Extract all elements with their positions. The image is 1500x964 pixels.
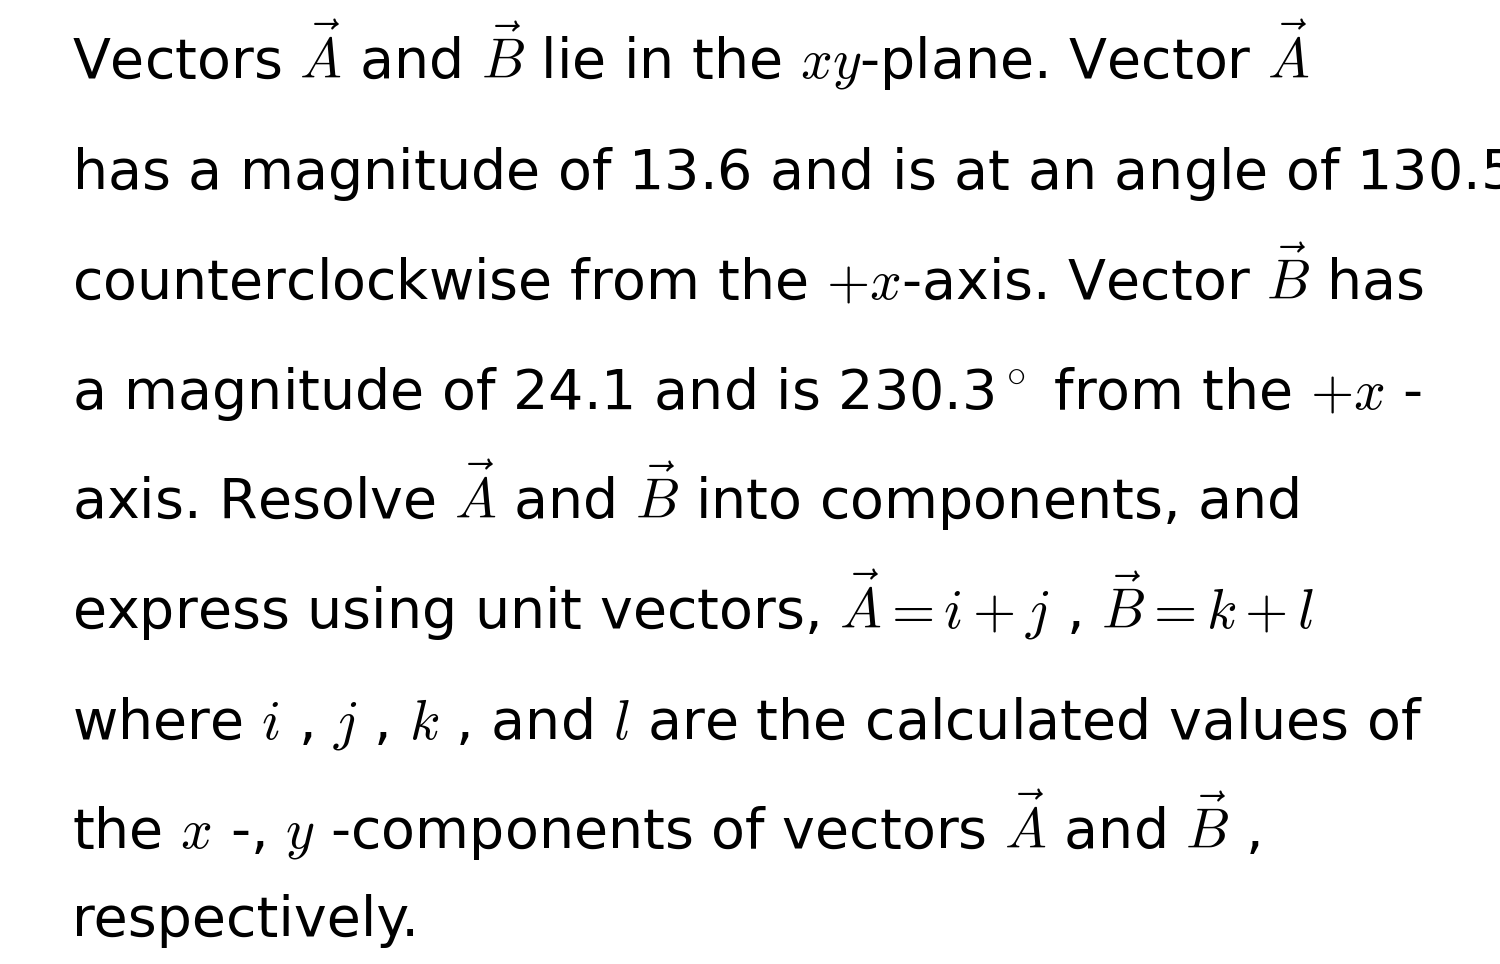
Text: counterclockwise from the $+x$-axis. Vector $\vec{B}$ has: counterclockwise from the $+x$-axis. Vec…: [72, 245, 1423, 311]
Text: has a magnitude of 13.6 and is at an angle of 130.5$^\circ$: has a magnitude of 13.6 and is at an ang…: [72, 145, 1500, 203]
Text: a magnitude of 24.1 and is 230.3$^\circ$ from the $+x$ -: a magnitude of 24.1 and is 230.3$^\circ$…: [72, 365, 1422, 423]
Text: respectively.: respectively.: [72, 894, 419, 948]
Text: Vectors $\vec{A}$ and $\vec{B}$ lie in the $xy$-plane. Vector $\vec{A}$: Vectors $\vec{A}$ and $\vec{B}$ lie in t…: [72, 17, 1310, 93]
Text: where $i$ , $j$ , $k$ , and $l$ are the calculated values of: where $i$ , $j$ , $k$ , and $l$ are the …: [72, 695, 1423, 753]
Text: express using unit vectors, $\vec{A} = i + j$ , $\vec{B} = k + l$: express using unit vectors, $\vec{A} = i…: [72, 567, 1314, 643]
Text: axis. Resolve $\vec{A}$ and $\vec{B}$ into components, and: axis. Resolve $\vec{A}$ and $\vec{B}$ in…: [72, 457, 1299, 533]
Text: the $x$ -, $y$ -components of vectors $\vec{A}$ and $\vec{B}$ ,: the $x$ -, $y$ -components of vectors $\…: [72, 787, 1260, 863]
